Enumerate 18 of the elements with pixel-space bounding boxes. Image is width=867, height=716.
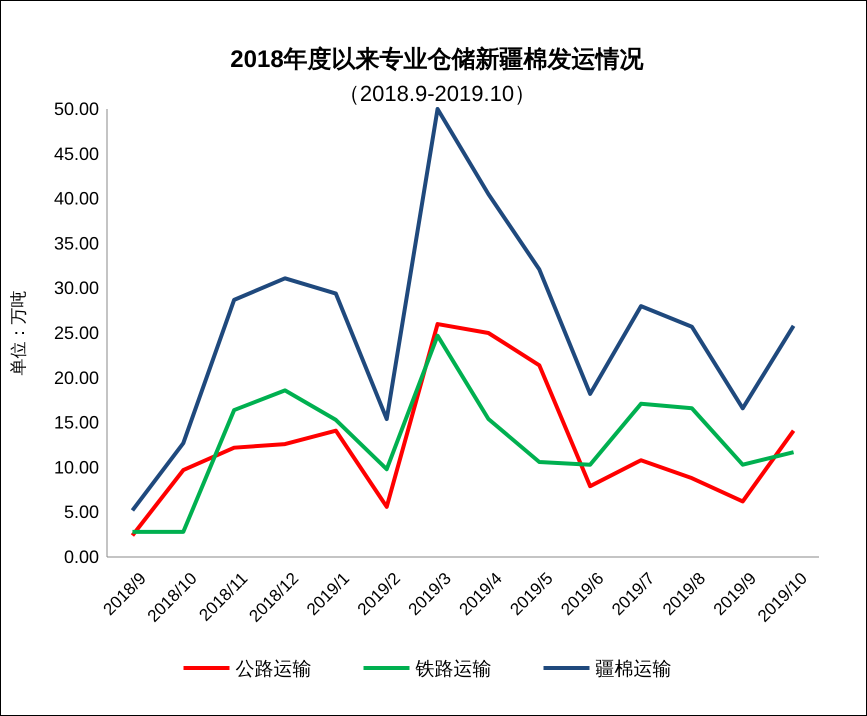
- y-tick-label: 20.00: [54, 368, 99, 388]
- y-tick-label: 50.00: [54, 99, 99, 119]
- legend-label: 公路运输: [236, 659, 312, 680]
- y-tick-label: 30.00: [54, 278, 99, 298]
- chart-subtitle: （2018.9-2019.10）: [338, 81, 536, 106]
- y-tick-label: 45.00: [54, 144, 99, 164]
- legend-label: 疆棉运输: [596, 659, 672, 680]
- y-tick-label: 25.00: [54, 323, 99, 343]
- y-tick-label: 0.00: [64, 547, 99, 567]
- y-tick-label: 15.00: [54, 412, 99, 433]
- line-series: [130, 107, 796, 512]
- y-tick-label: 5.00: [64, 502, 99, 522]
- chart-title: 2018年度以来专业仓储新疆棉发运情况: [230, 46, 645, 73]
- y-tick-label: 40.00: [54, 188, 99, 209]
- y-axis-title: 单位：万吨: [9, 290, 29, 376]
- y-tick-label: 35.00: [54, 233, 99, 254]
- y-tick-label: 10.00: [54, 457, 99, 478]
- legend-label: 铁路运输: [414, 659, 492, 680]
